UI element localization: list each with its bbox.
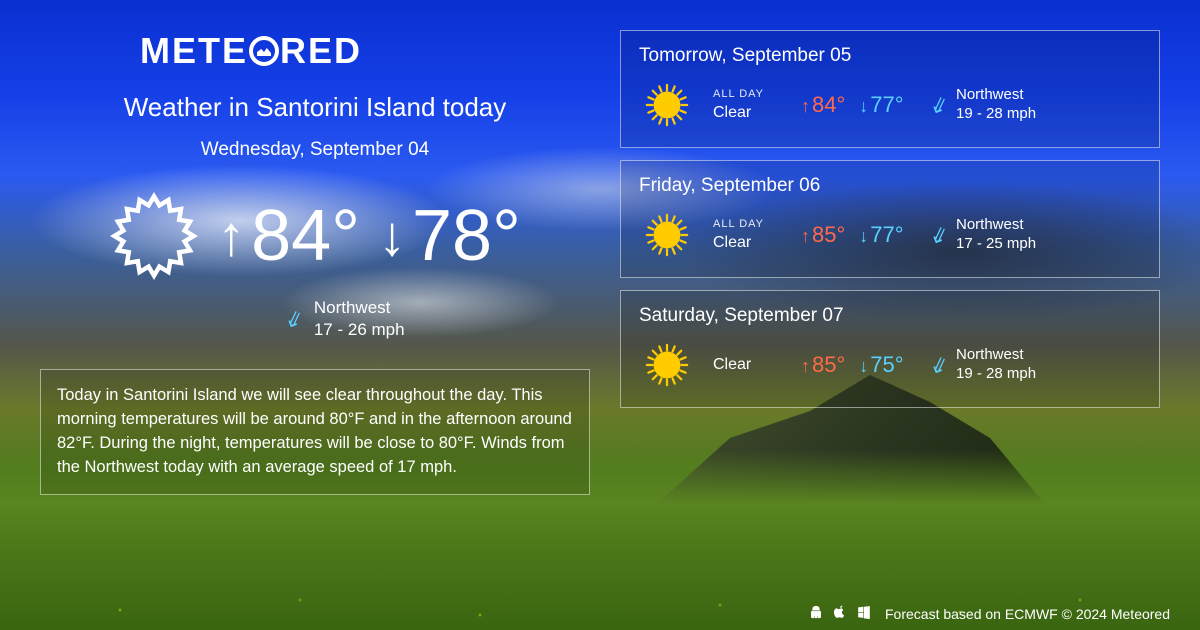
arrow-up-icon: ↑: [801, 356, 810, 376]
apple-icon: [833, 605, 847, 622]
arrow-down-icon: ↓: [859, 96, 868, 116]
forecast-date: Friday, September 06: [639, 175, 1141, 197]
arrow-down-icon: ↓: [859, 226, 868, 246]
brand-logo-o-icon: [249, 36, 279, 66]
today-low: ↓78°: [378, 200, 521, 272]
forecast-wind: ⇙ Northwest 19 - 28 mph: [930, 86, 1036, 124]
forecast-card: Tomorrow, September 05 ALL DAY Clear ↑84…: [620, 30, 1160, 148]
arrow-down-icon: ↓: [378, 208, 406, 264]
wind-icon: ⇙: [925, 219, 952, 251]
forecast-high: 85°: [812, 352, 845, 377]
today-wind-speed: 17 - 26 mph: [314, 319, 405, 341]
forecast-card: Friday, September 06 ALL DAY Clear ↑85° …: [620, 160, 1160, 278]
today-wind: ⇙ Northwest 17 - 26 mph: [100, 297, 590, 341]
forecast-date: Saturday, September 07: [639, 305, 1141, 327]
footer-text: Forecast based on ECMWF © 2024 Meteored: [885, 606, 1170, 622]
forecast-high: 84°: [812, 92, 845, 117]
today-high-value: 84°: [251, 200, 360, 272]
forecast-wind: ⇙ Northwest 19 - 28 mph: [930, 346, 1036, 384]
forecast-low: 77°: [870, 222, 903, 247]
brand-pre: METE: [140, 30, 248, 72]
page-title: Weather in Santorini Island today: [40, 92, 590, 123]
forecast-wind-dir: Northwest: [956, 216, 1036, 235]
forecast-date: Tomorrow, September 05: [639, 45, 1141, 67]
forecast-wind-dir: Northwest: [956, 346, 1036, 365]
today-summary: Today in Santorini Island we will see cl…: [40, 369, 590, 495]
forecast-temps: ↑85° ↓75°: [801, 352, 904, 378]
arrow-up-icon: ↑: [801, 226, 810, 246]
wind-icon: ⇙: [925, 349, 952, 381]
forecast-condition: Clear: [713, 104, 783, 122]
forecast-temps: ↑85° ↓77°: [801, 222, 904, 248]
wind-icon: ⇙: [925, 89, 952, 121]
sun-icon: [639, 77, 695, 133]
today-high: ↑84°: [217, 200, 360, 272]
forecast-list: Tomorrow, September 05 ALL DAY Clear ↑84…: [620, 30, 1160, 600]
arrow-up-icon: ↑: [217, 208, 245, 264]
today-date: Wednesday, September 04: [40, 139, 590, 161]
forecast-temps: ↑84° ↓77°: [801, 92, 904, 118]
arrow-down-icon: ↓: [859, 356, 868, 376]
arrow-up-icon: ↑: [801, 96, 810, 116]
android-icon: [809, 605, 823, 622]
forecast-wind-dir: Northwest: [956, 86, 1036, 105]
forecast-allday: ALL DAY: [713, 218, 783, 230]
forecast-low: 77°: [870, 92, 903, 117]
forecast-condition: Clear: [713, 356, 783, 374]
sun-outline-icon: [109, 191, 199, 281]
today-low-value: 78°: [412, 200, 521, 272]
wind-icon: ⇙: [282, 304, 308, 335]
forecast-high: 85°: [812, 222, 845, 247]
forecast-low: 75°: [870, 352, 903, 377]
forecast-wind: ⇙ Northwest 17 - 25 mph: [930, 216, 1036, 254]
forecast-card: Saturday, September 07 Clear ↑85° ↓75° ⇙…: [620, 290, 1160, 408]
forecast-allday: ALL DAY: [713, 88, 783, 100]
brand-post: RED: [280, 30, 362, 72]
forecast-wind-speed: 17 - 25 mph: [956, 235, 1036, 254]
forecast-wind-speed: 19 - 28 mph: [956, 105, 1036, 124]
brand-logo: METE RED: [140, 30, 590, 72]
today-main-row: ↑84° ↓78°: [40, 191, 590, 281]
sun-icon: [639, 337, 695, 393]
footer: Forecast based on ECMWF © 2024 Meteored: [809, 605, 1170, 622]
windows-icon: [857, 605, 871, 622]
forecast-wind-speed: 19 - 28 mph: [956, 365, 1036, 384]
sun-icon: [639, 207, 695, 263]
today-wind-dir: Northwest: [314, 297, 405, 319]
forecast-condition: Clear: [713, 234, 783, 252]
